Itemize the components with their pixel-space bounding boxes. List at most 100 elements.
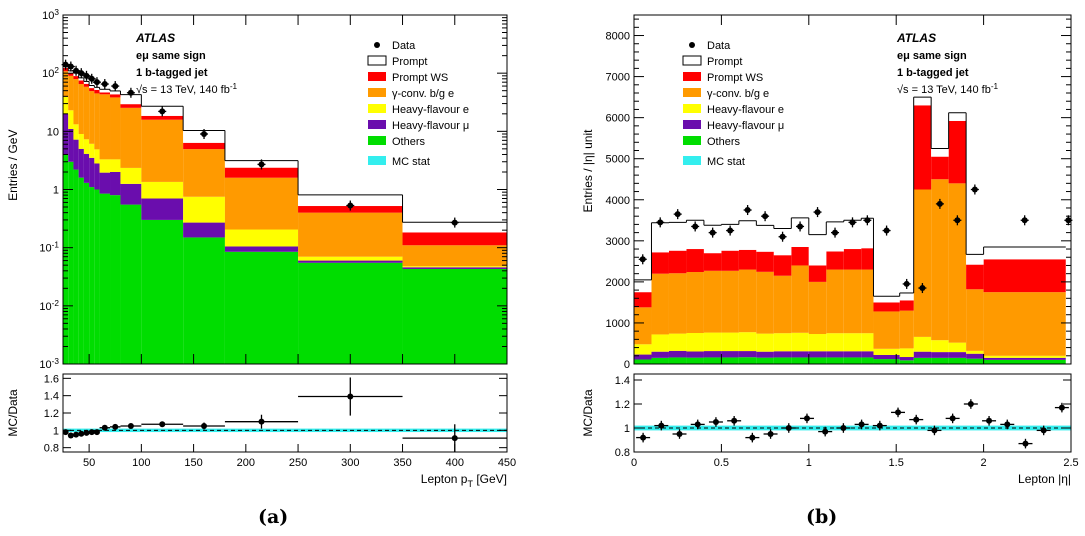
ratio-point-13: [347, 393, 354, 400]
legend-swatch-others: [368, 136, 386, 145]
bar-heavy-flavour-e-4: [703, 332, 722, 352]
bar-heavy-flavour--14: [402, 267, 507, 269]
ratio-ytick-label-3: 1.4: [615, 375, 630, 387]
plot-a: 10-3 10-2 10-1 1 10 102 103 Entries / GeV ATLAS e…: [6, 8, 516, 489]
main-frame: [633, 14, 1072, 365]
bar-prompt-9: [120, 94, 142, 105]
bar--conv-b-g-e-5: [89, 91, 95, 144]
bar-heavy-flavour--16: [913, 351, 932, 358]
legend-marker-data: [689, 42, 695, 48]
bar-prompt-14: [873, 296, 900, 303]
xtick-label-6: 350: [393, 457, 411, 469]
bar-prompt-ws-2: [668, 250, 687, 274]
bar-heavy-flavour-e-3: [78, 133, 84, 149]
selection-label: 1 b-tagged jet: [897, 67, 969, 79]
legend-swatch-prompt-ws: [368, 72, 386, 81]
data-point-3: [78, 70, 85, 77]
ratio-point-5: [88, 429, 95, 436]
legend-label-2: Prompt WS: [707, 72, 763, 84]
bar-others-4: [703, 357, 722, 364]
bar-heavy-flavour-e-14: [873, 348, 900, 355]
bar-heavy-flavour--5: [721, 351, 739, 358]
ratio-y-axis-label: MC/Data: [6, 389, 20, 437]
data-point-9: [797, 223, 804, 230]
bar-heavy-flavour--13: [861, 351, 874, 358]
bar-others-0: [634, 359, 652, 364]
xtick-label-3: 1.5: [889, 457, 904, 469]
bar-others-4: [83, 182, 90, 364]
bar--conv-b-g-e-13: [298, 212, 403, 257]
bar-heavy-flavour--10: [141, 198, 184, 220]
legend-label-3: γ-conv. b/g e: [707, 88, 769, 100]
ratio-point-14: [895, 409, 902, 416]
ratio-point-16: [931, 427, 938, 434]
data-point-11: [201, 130, 208, 137]
xtick-label-8: 450: [498, 457, 516, 469]
ratio-point-14: [451, 435, 458, 442]
ytick-label-1: 1000: [606, 318, 630, 330]
bar--conv-b-g-e-11: [183, 149, 225, 197]
bar-heavy-flavour-e-15: [899, 348, 914, 358]
data-point-3: [692, 223, 699, 230]
xtick-label-1: 100: [132, 457, 150, 469]
bar-prompt-ws-8: [773, 255, 792, 276]
bar-others-20: [983, 359, 1066, 364]
ratio-point-21: [1022, 440, 1029, 447]
bar-heavy-flavour--12: [843, 351, 862, 358]
bar-heavy-flavour-e-1: [651, 334, 669, 352]
bar-prompt-4: [83, 81, 90, 84]
bar-heavy-flavour-e-1: [68, 110, 74, 129]
x-axis-label: Lepton |η|: [1018, 472, 1071, 486]
bar-others-1: [68, 161, 74, 364]
legend-label-6: Others: [392, 136, 426, 148]
data-point-9: [127, 89, 134, 96]
bar-others-15: [899, 360, 914, 364]
ytick-label-2: 2000: [606, 277, 630, 289]
bar-heavy-flavour--3: [78, 148, 84, 178]
bar-heavy-flavour--9: [791, 351, 809, 358]
energy-lumi-label: √s = 13 TeV, 140 fb-1: [136, 82, 238, 96]
bar-heavy-flavour--19: [966, 353, 984, 359]
legend-label-3: γ-conv. b/g e: [392, 88, 454, 100]
ytick-label-2: 10-1: [39, 241, 59, 255]
bar-prompt-ws-14: [402, 232, 507, 246]
bar-heavy-flavour--17: [931, 352, 949, 358]
bar-others-17: [931, 357, 949, 364]
bar--conv-b-g-e-12: [843, 269, 862, 334]
bar-prompt-3: [686, 220, 704, 250]
ratio-point-10: [822, 428, 829, 435]
bar-heavy-flavour--8: [110, 171, 121, 196]
bar-others-16: [913, 357, 932, 364]
xtick-label-1: 0.5: [714, 457, 729, 469]
bar-prompt-ws-9: [791, 246, 809, 266]
xtick-label-2: 1: [806, 457, 812, 469]
bar--conv-b-g-e-0: [634, 307, 652, 345]
bar-others-14: [873, 359, 900, 364]
caption-a: (a): [258, 506, 289, 528]
bar--conv-b-g-e-19: [966, 289, 984, 351]
bar-heavy-flavour--7: [99, 172, 111, 194]
bar--conv-b-g-e-14: [873, 311, 900, 349]
data-point-12: [258, 161, 265, 168]
ratio-point-10: [159, 421, 166, 428]
ratio-point-5: [731, 417, 738, 424]
bar-others-2: [73, 169, 79, 364]
ytick-label-5: 102: [42, 66, 59, 80]
bar-prompt-15: [899, 292, 914, 301]
ytick-label-8: 8000: [606, 31, 630, 43]
bar-prompt-9: [791, 217, 809, 247]
ratio-ytick-label-2: 1.2: [615, 399, 630, 411]
bar-heavy-flavour-e-9: [120, 167, 142, 184]
bar-others-1: [651, 357, 669, 364]
data-point-7: [101, 81, 108, 88]
bar-prompt-ws-2: [73, 76, 79, 80]
bar-others-11: [183, 237, 225, 364]
bar--conv-b-g-e-7: [99, 94, 111, 160]
data-point-4: [83, 72, 90, 79]
bar-prompt-6: [94, 87, 100, 90]
ratio-frame: [62, 373, 508, 453]
ratio-ytick-label-2: 1.2: [44, 408, 59, 420]
ratio-point-1: [658, 422, 665, 429]
bar-heavy-flavour--1: [68, 128, 74, 162]
bar--conv-b-g-e-9: [120, 107, 142, 168]
